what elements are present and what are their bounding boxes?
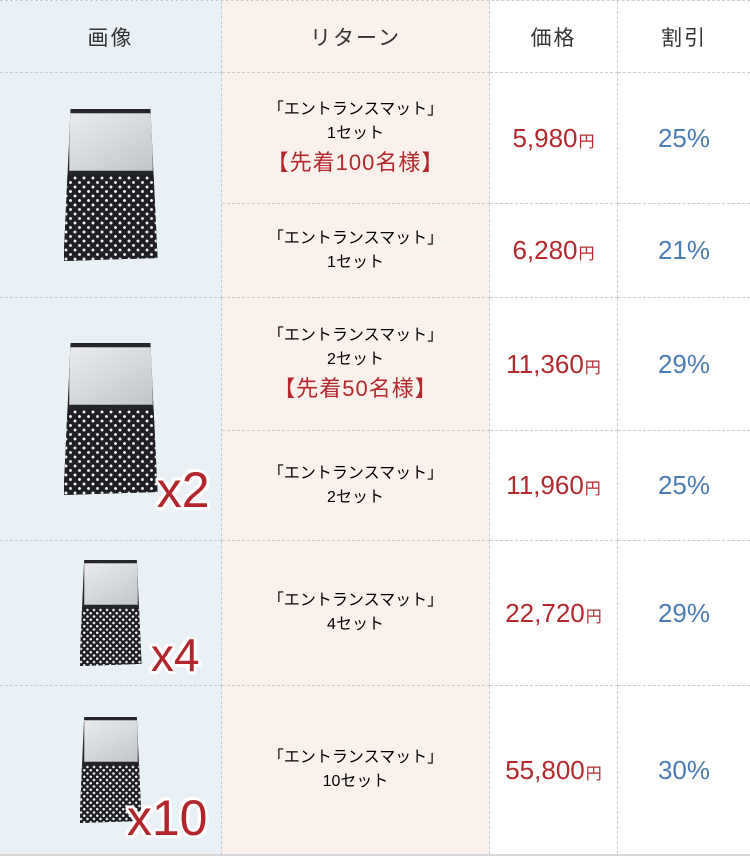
mat-carpet [83, 720, 138, 762]
product-image-cell: x10 [0, 686, 222, 854]
return-quantity: 4セット [327, 616, 384, 633]
price-value: 11,360 [506, 348, 584, 379]
price-cell: 6,280 円 [490, 204, 618, 298]
return-title: 「エントランスマット」 [267, 229, 444, 247]
discount-cell: 21% [618, 204, 750, 298]
return-quantity: 1セット [327, 124, 384, 142]
entrance-mat-image-x4: x4 [79, 560, 200, 678]
discount-cell: 29% [618, 541, 750, 686]
product-image-cell [0, 73, 222, 298]
header-cell-return: リターン [222, 1, 490, 73]
price-value: 5,980 [512, 122, 578, 153]
entrance-mat [79, 560, 142, 666]
mat-carpet [83, 563, 138, 605]
price-cell: 11,360 円 [490, 298, 618, 431]
yen-suffix: 円 [578, 246, 595, 263]
return-cell: 「エントランスマット」 2セット 【先着50名様】 [222, 298, 490, 431]
price-cell: 22,720 円 [490, 541, 618, 686]
price: 11,360 円 [506, 349, 601, 380]
price-value: 11,960 [506, 470, 584, 500]
return-title: 「エントランスマット」 [267, 749, 444, 766]
return-title: 「エントランスマット」 [267, 464, 444, 482]
yen-suffix: 円 [584, 481, 601, 498]
price-cell: 11,960 円 [490, 431, 618, 541]
header-cell-image: 画像 [0, 1, 222, 73]
discount-cell: 25% [618, 431, 750, 541]
yen-suffix: 円 [585, 765, 602, 783]
return-quantity: 2セット [327, 488, 384, 506]
entrance-mat-image-x10: x10 [79, 717, 208, 843]
header-cell-price: 価格 [490, 1, 618, 73]
return-title: 「エントランスマット」 [267, 592, 444, 609]
header-cell-discount: 割引 [618, 1, 750, 73]
quantity-label-x10: x10 [126, 790, 208, 846]
return-title: 「エントランスマット」 [267, 100, 444, 118]
price-value: 22,720 [505, 597, 585, 628]
limited-note: 【先着50名様】 [273, 375, 438, 401]
return-cell: 「エントランスマット」 4セット [222, 541, 490, 686]
discount-value: 25% [657, 470, 711, 500]
price: 22,720 円 [505, 598, 602, 629]
mat-rubber-dots [79, 765, 142, 823]
mat-carpet [68, 347, 153, 405]
return-quantity: 1セット [327, 253, 384, 271]
price: 5,980 円 [512, 123, 594, 154]
entrance-mat [63, 109, 158, 261]
discount-value: 21% [657, 235, 711, 265]
discount-cell: 29% [618, 298, 750, 431]
return-cell: 「エントランスマット」 1セット 【先着100名様】 [222, 73, 490, 204]
return-quantity: 2セット [327, 350, 384, 368]
discount-value: 25% [657, 122, 711, 153]
yen-suffix: 円 [584, 359, 601, 377]
product-image-cell: x4 [0, 541, 222, 686]
discount-value: 29% [657, 348, 711, 379]
yen-suffix: 円 [578, 133, 595, 151]
return-cell: 「エントランスマット」 2セット [222, 431, 490, 541]
entrance-mat-image-x2: x2 [63, 343, 210, 515]
mat-carpet [68, 113, 153, 171]
price-value: 6,280 [512, 235, 578, 265]
return-quantity: 10セット [322, 773, 389, 790]
mat-rubber-dots [63, 175, 158, 261]
quantity-label-x2: x2 [156, 462, 210, 518]
mat-rubber-dots [79, 608, 142, 666]
entrance-mat-image [63, 109, 158, 261]
yen-suffix: 円 [585, 608, 602, 626]
price: 6,280 円 [512, 235, 594, 266]
discount-cell: 25% [618, 73, 750, 204]
price-value: 55,800 [505, 754, 585, 785]
product-image-cell: x2 [0, 298, 222, 541]
price: 11,960 円 [506, 470, 601, 501]
return-title: 「エントランスマット」 [267, 326, 444, 344]
discount-value: 29% [657, 597, 711, 628]
price: 55,800 円 [505, 755, 602, 786]
price-cell: 5,980 円 [490, 73, 618, 204]
return-cell: 「エントランスマット」 10セット [222, 686, 490, 854]
return-cell: 「エントランスマット」 1セット [222, 204, 490, 298]
entrance-mat [63, 343, 158, 495]
discount-value: 30% [657, 754, 711, 785]
mat-rubber-dots [63, 409, 158, 495]
entrance-mat [79, 717, 142, 823]
discount-cell: 30% [618, 686, 750, 854]
price-cell: 55,800 円 [490, 686, 618, 854]
limited-note: 【先着100名様】 [266, 149, 445, 175]
quantity-label-x4: x4 [150, 629, 200, 681]
